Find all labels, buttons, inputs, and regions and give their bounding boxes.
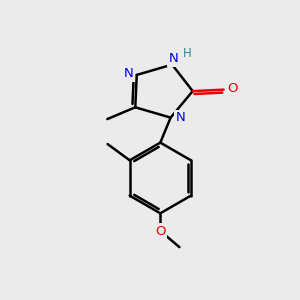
Text: O: O: [155, 225, 166, 238]
Text: N: N: [176, 111, 186, 124]
Text: O: O: [227, 82, 238, 95]
Text: N: N: [169, 52, 178, 65]
Text: H: H: [183, 47, 192, 60]
Text: N: N: [124, 67, 133, 80]
